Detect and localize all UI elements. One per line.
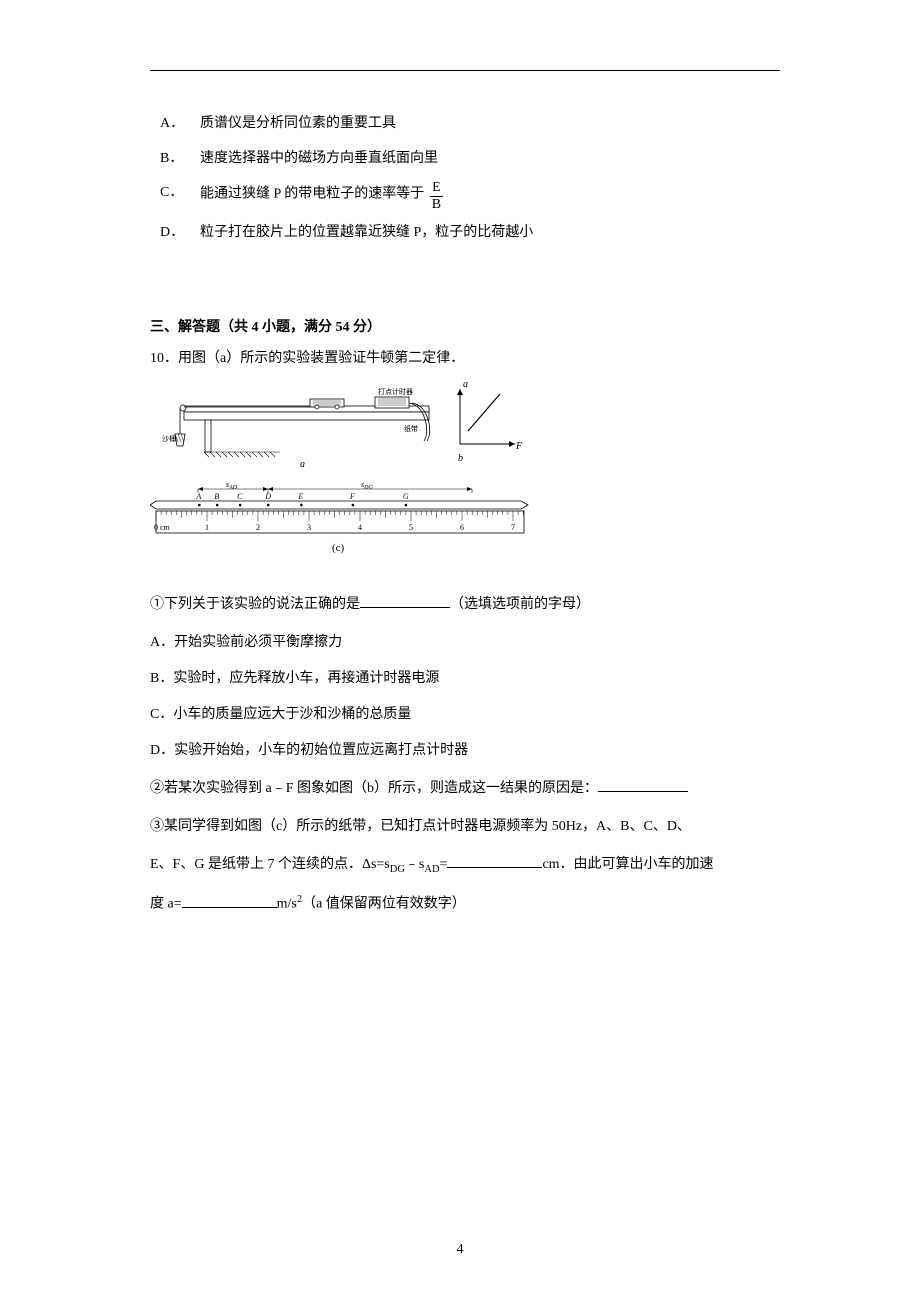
q10-opt-c: C．小车的质量应远大于沙和沙桶的总质量 — [150, 701, 780, 729]
blank-delta-s — [447, 853, 542, 868]
svg-text:7: 7 — [511, 523, 515, 532]
q9-option-c: C． 能通过狭缝 P 的带电粒子的速率等于 E B — [160, 180, 780, 212]
p1-post: （选填选项前的字母） — [450, 597, 590, 612]
svg-text:G: G — [403, 492, 409, 501]
circled-3: ③ — [150, 819, 164, 834]
q10-opt-d: D．实验开始始，小车的初始位置应远离打点计时器 — [150, 737, 780, 765]
p3b-post: cm．由此可算出小车的加速 — [542, 857, 713, 872]
label-tape: 纸带 — [404, 424, 418, 433]
p3c-pre: 度 a= — [150, 897, 182, 912]
q10-part1: ①下列关于该实验的说法正确的是 （选填选项前的字母） — [150, 591, 780, 619]
q10-opt-b: B．实验时，应先释放小车，再接通计时器电源 — [150, 665, 780, 693]
axis-x-label: F — [515, 441, 523, 452]
circled-1: ① — [150, 597, 164, 612]
fig-b: a F b — [457, 379, 523, 464]
fig-b-caption: b — [458, 453, 463, 464]
svg-text:5: 5 — [409, 523, 413, 532]
axis-y-label: a — [463, 379, 468, 390]
q10-figures: 沙桶 打点计时器 纸带 a — [150, 379, 530, 579]
label-timer: 打点计时器 — [378, 387, 413, 396]
svg-text:B: B — [214, 492, 219, 501]
q10-opt-a: A．开始实验前必须平衡摩擦力 — [150, 629, 780, 657]
fig-a-caption: a — [300, 459, 305, 470]
svg-text:A: A — [195, 492, 201, 501]
svg-text:C: C — [237, 492, 243, 501]
blank-p1 — [360, 593, 450, 608]
svg-text:sAD: sAD — [226, 480, 238, 491]
svg-text:6: 6 — [460, 523, 464, 532]
svg-text:4: 4 — [358, 523, 362, 532]
q9-option-b: B． 速度选择器中的磁场方向垂直纸面向里 — [160, 146, 780, 173]
p2-text: 若某次实验得到 a﹣F 图象如图（b）所示，则造成这一结果的原因是： — [164, 781, 598, 796]
p3b-sub1: DG — [390, 863, 405, 874]
opt-letter: C． — [160, 180, 200, 212]
svg-text:D: D — [264, 492, 271, 501]
p3b-mid1: ﹣s — [405, 857, 424, 872]
opt-text: 质谱仪是分析同位素的重要工具 — [200, 111, 396, 138]
q10-stem: 10．用图（a）所示的实验装置验证牛顿第二定律． — [150, 348, 780, 369]
opt-text: 粒子打在胶片上的位置越靠近狭缝 P，粒子的比荷越小 — [200, 220, 533, 247]
opt-text: 速度选择器中的磁场方向垂直纸面向里 — [200, 146, 438, 173]
fig-c: A B C D E F G sAD sDG 0 cm 1 2 3 4 5 6 7 — [150, 480, 528, 554]
section-3-heading: 三、解答题（共 4 小题，满分 54 分） — [150, 317, 780, 338]
page-number: 4 — [0, 1239, 920, 1260]
svg-text:sDG: sDG — [361, 480, 373, 491]
fraction-e-over-b: E B — [430, 180, 443, 212]
q10-part3-line3: 度 a=m/s2（a 值保留两位有效数字） — [150, 889, 780, 919]
blank-p2 — [598, 777, 688, 792]
q10-part3-line1: ③某同学得到如图（c）所示的纸带，已知打点计时器电源频率为 50Hz，A、B、C… — [150, 813, 780, 841]
svg-text:2: 2 — [256, 523, 260, 532]
q9-option-d: D． 粒子打在胶片上的位置越靠近狭缝 P，粒子的比荷越小 — [160, 220, 780, 247]
p3c-post: （a 值保留两位有效数字） — [302, 897, 466, 912]
opt-letter: B． — [160, 146, 200, 173]
svg-text:3: 3 — [307, 523, 311, 532]
opt-text: 能通过狭缝 P 的带电粒子的速率等于 E B — [200, 180, 443, 212]
p3a-text: 某同学得到如图（c）所示的纸带，已知打点计时器电源频率为 50Hz，A、B、C、… — [164, 819, 691, 834]
q10-part2: ②若某次实验得到 a﹣F 图象如图（b）所示，则造成这一结果的原因是： — [150, 775, 780, 803]
p3b-sub2: AD — [424, 863, 439, 874]
p3b-mid2: = — [440, 857, 448, 872]
q9-option-a: A． 质谱仪是分析同位素的重要工具 — [160, 111, 780, 138]
blank-a — [182, 893, 277, 908]
p1-pre: 下列关于该实验的说法正确的是 — [164, 597, 360, 612]
label-sand: 沙桶 — [162, 434, 176, 443]
opt-letter: D． — [160, 220, 200, 247]
svg-text:F: F — [349, 492, 355, 501]
svg-text:1: 1 — [205, 523, 209, 532]
top-rule — [150, 70, 780, 71]
page: A． 质谱仪是分析同位素的重要工具 B． 速度选择器中的磁场方向垂直纸面向里 C… — [0, 0, 920, 1302]
frac-den: B — [430, 197, 443, 212]
opt-letter: A． — [160, 111, 200, 138]
p3b-pre: E、F、G 是纸带上 7 个连续的点．Δs=s — [150, 857, 390, 872]
p3c-unit-pre: m/s — [277, 897, 297, 912]
svg-text:E: E — [297, 492, 303, 501]
opt-text-pre: 能通过狭缝 P 的带电粒子的速率等于 — [200, 187, 424, 202]
q10-part3-line2: E、F、G 是纸带上 7 个连续的点．Δs=sDG﹣sAD= cm．由此可算出小车… — [150, 851, 780, 880]
fig-a: 沙桶 打点计时器 纸带 a — [162, 387, 430, 470]
svg-text:0 cm: 0 cm — [154, 523, 171, 532]
frac-num: E — [430, 180, 443, 196]
q10-svg: 沙桶 打点计时器 纸带 a — [150, 379, 530, 579]
circled-2: ② — [150, 781, 164, 796]
fig-c-caption: (c) — [332, 542, 345, 554]
